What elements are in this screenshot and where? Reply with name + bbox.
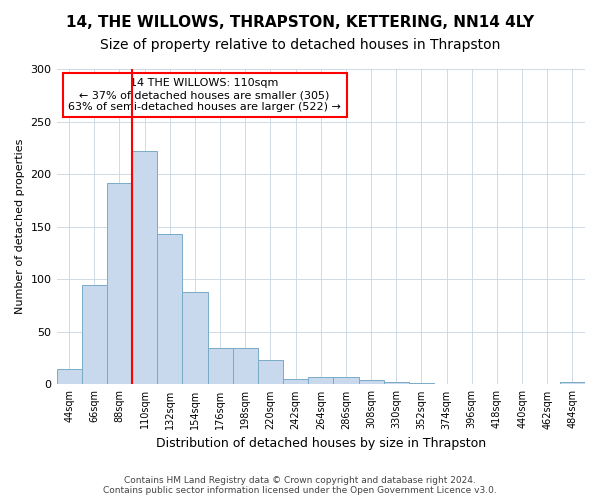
Bar xyxy=(359,380,383,384)
Bar xyxy=(132,151,157,384)
Text: Contains HM Land Registry data © Crown copyright and database right 2024.
Contai: Contains HM Land Registry data © Crown c… xyxy=(103,476,497,495)
Bar xyxy=(334,377,359,384)
Text: 14 THE WILLOWS: 110sqm
← 37% of detached houses are smaller (305)
63% of semi-de: 14 THE WILLOWS: 110sqm ← 37% of detached… xyxy=(68,78,341,112)
Bar xyxy=(258,360,283,384)
Bar xyxy=(283,379,308,384)
X-axis label: Distribution of detached houses by size in Thrapston: Distribution of detached houses by size … xyxy=(156,437,486,450)
Text: 14, THE WILLOWS, THRAPSTON, KETTERING, NN14 4LY: 14, THE WILLOWS, THRAPSTON, KETTERING, N… xyxy=(66,15,534,30)
Bar xyxy=(107,182,132,384)
Bar xyxy=(233,348,258,385)
Bar xyxy=(560,382,585,384)
Y-axis label: Number of detached properties: Number of detached properties xyxy=(15,139,25,314)
Bar xyxy=(157,234,182,384)
Text: Size of property relative to detached houses in Thrapston: Size of property relative to detached ho… xyxy=(100,38,500,52)
Bar xyxy=(82,284,107,384)
Bar xyxy=(56,368,82,384)
Bar xyxy=(208,348,233,385)
Bar xyxy=(308,377,334,384)
Bar xyxy=(383,382,409,384)
Bar xyxy=(182,292,208,384)
